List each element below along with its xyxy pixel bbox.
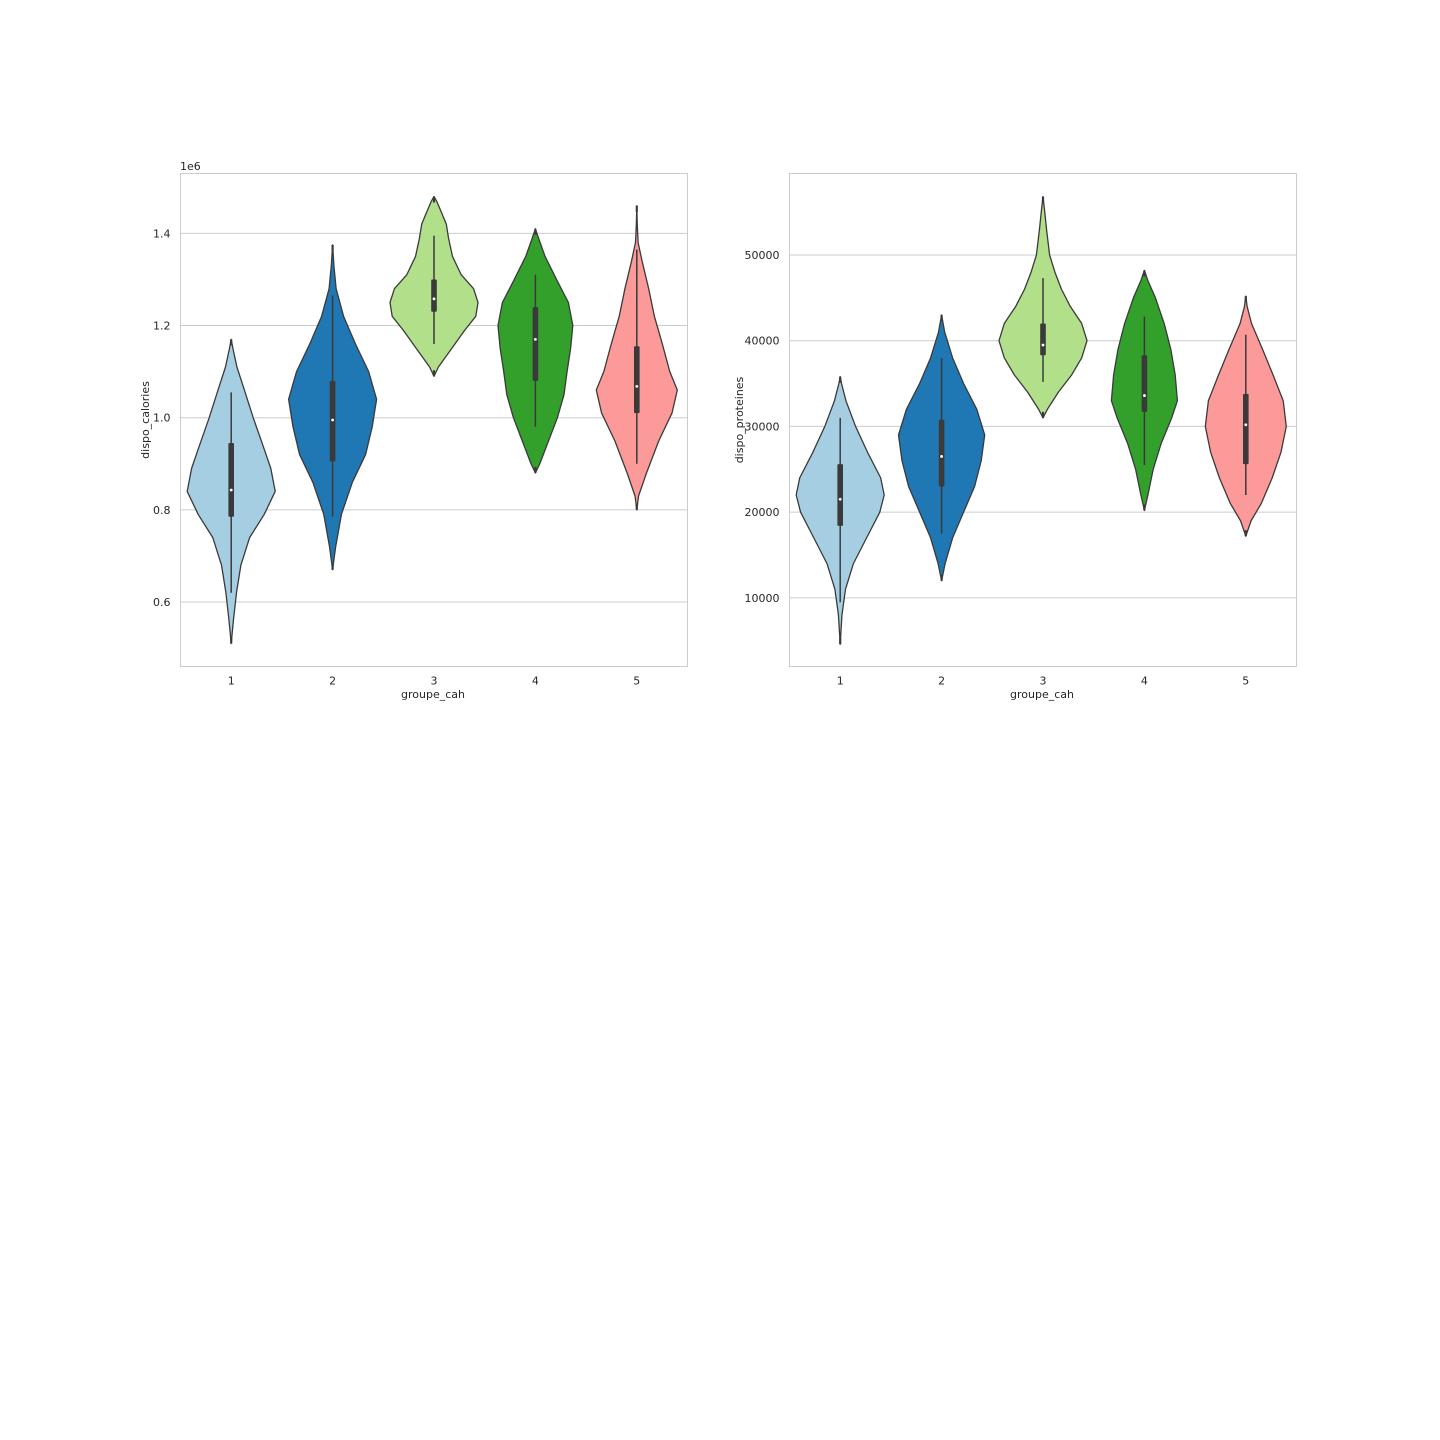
violin-group-4 (1110, 269, 1179, 512)
x-tick-label: 3 (431, 675, 438, 688)
x-tick-labels: 1 2 3 4 5 (228, 675, 641, 688)
violin-iqr-box-1 (228, 443, 234, 517)
proteines-violin-plot: 10000 20000 30000 40000 50000 1 2 3 4 5 groupe_c… (733, 173, 1297, 701)
y-tick-label: 1.2 (153, 320, 171, 333)
y-tick-label: 1.4 (153, 227, 171, 240)
y-tick-label: 40000 (745, 335, 780, 348)
violin-group-5 (1204, 295, 1287, 537)
y-tick-label: 0.6 (153, 596, 171, 609)
y-tick-label: 1.0 (153, 412, 171, 425)
violin-median-1 (229, 488, 233, 492)
x-tick-labels: 1 2 3 4 5 (837, 675, 1250, 688)
violin-iqr-box-3 (431, 279, 437, 312)
violins (795, 196, 1287, 645)
violin-group-3 (389, 195, 479, 377)
violin-median-5 (635, 384, 639, 388)
x-tick-label: 2 (329, 675, 336, 688)
violin-median-4 (534, 337, 537, 341)
violin-median-2 (331, 418, 334, 422)
violin-group-3 (998, 196, 1088, 419)
x-tick-label: 1 (837, 675, 844, 688)
y-offset-label: 1e6 (180, 160, 201, 173)
violin-median-1 (838, 497, 842, 501)
violins (186, 195, 678, 645)
y-tick-label: 30000 (745, 420, 780, 433)
violin-median-4 (1143, 394, 1146, 397)
violin-group-5 (595, 205, 678, 511)
violin-iqr-box-4 (532, 307, 539, 381)
x-tick-label: 5 (1242, 675, 1249, 688)
y-tick-label: 0.8 (153, 504, 171, 517)
violin-median-5 (1244, 423, 1248, 427)
y-axis-label: dispo_proteines (733, 376, 746, 463)
violin-group-1 (186, 338, 276, 645)
violin-group-2 (287, 244, 378, 571)
y-axis-label: dispo_calories (139, 381, 152, 459)
x-tick-label: 4 (1141, 675, 1148, 688)
calories-violin-plot: 0.6 0.8 1.0 1.2 1.4 1 2 3 4 5 1e6 groupe_cah dis… (139, 160, 688, 701)
y-tick-labels: 10000 20000 30000 40000 50000 (745, 249, 780, 605)
violin-median-2 (940, 455, 943, 458)
violin-group-2 (897, 314, 986, 582)
violin-group-1 (795, 376, 885, 645)
y-tick-label: 50000 (745, 249, 780, 262)
violin-iqr-box-1 (837, 464, 843, 526)
x-tick-label: 2 (938, 675, 945, 688)
violin-iqr-box-3 (1040, 323, 1046, 356)
y-tick-label: 20000 (745, 506, 780, 519)
y-tick-labels: 0.6 0.8 1.0 1.2 1.4 (153, 227, 171, 609)
violin-group-4 (497, 228, 574, 474)
x-tick-label: 1 (228, 675, 235, 688)
violin-iqr-box-2 (938, 419, 945, 487)
x-tick-label: 5 (633, 675, 640, 688)
violin-median-3 (1041, 343, 1045, 347)
x-axis-label: groupe_cah (401, 688, 465, 701)
x-tick-label: 4 (532, 675, 539, 688)
violin-iqr-box-5 (1243, 393, 1249, 465)
x-tick-label: 3 (1040, 675, 1047, 688)
y-tick-label: 10000 (745, 592, 780, 605)
x-axis-label: groupe_cah (1010, 688, 1074, 701)
violin-iqr-box-4 (1141, 355, 1148, 412)
violin-iqr-box-5 (634, 346, 640, 414)
violin-median-3 (432, 297, 436, 301)
